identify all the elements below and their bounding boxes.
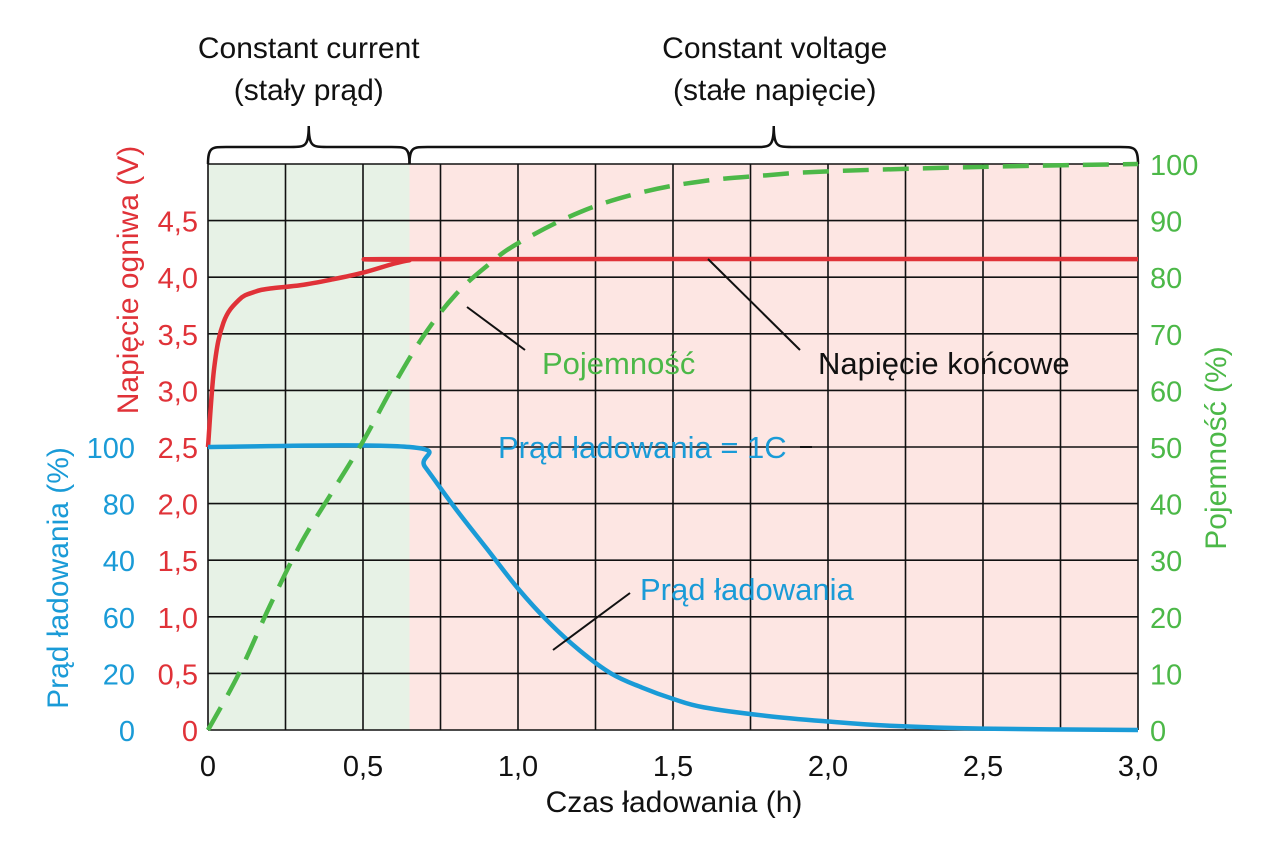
x-tick-label: 0,5 <box>343 751 383 783</box>
cv-brace <box>408 125 1140 165</box>
phase-braces <box>206 125 1140 165</box>
series <box>205 161 1139 733</box>
voltage-tick-label: 0,5 <box>158 659 198 691</box>
voltage-tick-label: 3,5 <box>158 320 198 352</box>
cv-phase-title: Constant voltage <box>662 32 887 65</box>
annotation-current-1c: Prąd ładowania = 1C <box>498 430 787 465</box>
x-tick-label: 2,5 <box>963 751 1003 783</box>
current-tick-label: 0 <box>119 716 135 748</box>
capacity-tick-label: 50 <box>1150 433 1182 465</box>
x-tick-label: 1,5 <box>653 751 693 783</box>
capacity-tick-label: 40 <box>1150 490 1182 522</box>
voltage-tick-label: 1,5 <box>158 546 198 578</box>
current-tick-label: 100 <box>87 433 135 465</box>
capacity-tick-label: 20 <box>1150 603 1182 635</box>
annotation-leaders <box>466 258 812 651</box>
cv-phase-subtitle: (stałe napięcie) <box>673 74 876 107</box>
capacity-tick-label: 0 <box>1150 716 1166 748</box>
current-tick-label: 80 <box>103 490 135 522</box>
annotation-end-voltage: Napięcie końcowe <box>818 346 1070 381</box>
current-leader <box>552 592 631 651</box>
voltage-series-line <box>205 256 1139 448</box>
current-axis-label: Prąd ładowania (%) <box>42 447 75 709</box>
capacity-tick-label: 90 <box>1150 207 1182 239</box>
capacity-tick-label: 100 <box>1150 150 1198 182</box>
annotation-current: Prąd ładowania <box>640 572 854 607</box>
capacity-series-line <box>206 161 1139 732</box>
x-tick-label: 1,0 <box>498 751 538 783</box>
current-tick-label: 60 <box>103 603 135 635</box>
voltage-tick-label: 1,0 <box>158 603 198 635</box>
capacity-leader <box>466 306 526 351</box>
tick-labels: 0 0,5 1,0 1,5 2,0 2,5 3,000,51,01,52,02,53,03,… <box>87 150 1199 783</box>
capacity-axis-label: Pojemność (%) <box>1200 346 1233 549</box>
voltage-tick-label: 0 <box>182 716 198 748</box>
capacity-tick-label: 30 <box>1150 546 1182 578</box>
capacity-tick-label: 70 <box>1150 320 1182 352</box>
voltage-leader <box>707 258 801 351</box>
cc-brace <box>206 125 411 165</box>
x-tick-label: 0 <box>200 751 216 783</box>
x-axis-label: Czas ładowania (h) <box>546 786 803 819</box>
capacity-tick-label: 60 <box>1150 376 1182 408</box>
cc-phase-title: Constant current <box>198 32 420 65</box>
current-tick-label: 20 <box>103 659 135 691</box>
voltage-tick-label: 4,0 <box>158 263 198 295</box>
voltage-tick-label: 3,0 <box>158 376 198 408</box>
voltage-axis-label: Napięcie ogniwa (V) <box>112 146 145 414</box>
x-tick-label: 2,0 <box>808 751 848 783</box>
x-tick-label: 3,0 <box>1118 751 1158 783</box>
capacity-tick-label: 10 <box>1150 659 1182 691</box>
current-tick-label: 40 <box>103 546 135 578</box>
current-series-line <box>207 443 1139 733</box>
voltage-tick-label: 4,5 <box>158 207 198 239</box>
annotation-capacity: Pojemność <box>542 346 695 381</box>
voltage-tick-label: 2,5 <box>158 433 198 465</box>
voltage-tick-label: 2,0 <box>158 490 198 522</box>
capacity-tick-label: 80 <box>1150 263 1182 295</box>
cc-phase-subtitle: (stały prąd) <box>234 74 384 107</box>
